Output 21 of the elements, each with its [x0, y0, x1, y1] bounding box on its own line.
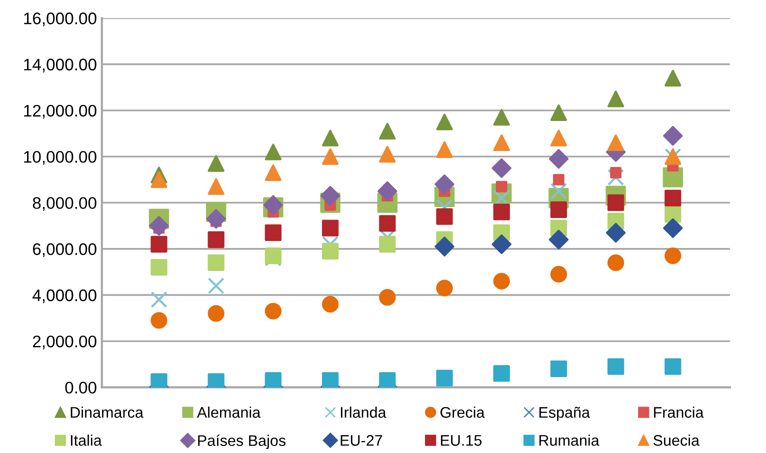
legend-label: EU-27 [340, 435, 382, 446]
y-tick-label: 12,000.00 [24, 104, 96, 119]
legend-label: Países Bajos [198, 434, 286, 450]
legend-label: Italia [70, 434, 102, 446]
y-tick-label: 6,000.00 [32, 243, 96, 258]
y-tick-label: 16,000.00 [24, 12, 96, 26]
y-tick-label: 4,000.00 [32, 289, 96, 304]
legend-label: Suecia [653, 434, 700, 446]
legend-label: Alemania [196, 406, 261, 418]
y-tick-label: 10,000.00 [24, 150, 96, 165]
legend-label: Grecia [440, 406, 485, 418]
legend-label: EU.15 [440, 435, 482, 446]
legend-label: España [539, 406, 590, 421]
legend-label: Irlanda [340, 406, 386, 418]
y-tick-label: 2,000.00 [32, 336, 96, 350]
legend-label: Rumania [539, 434, 600, 446]
y-tick-label: 0.00 [65, 382, 96, 394]
y-tick-label: 14,000.00 [24, 58, 96, 72]
y-tick-label: 8,000.00 [32, 197, 96, 211]
legend-label: Dinamarca [70, 406, 144, 418]
legend-label: Francia [654, 406, 704, 418]
